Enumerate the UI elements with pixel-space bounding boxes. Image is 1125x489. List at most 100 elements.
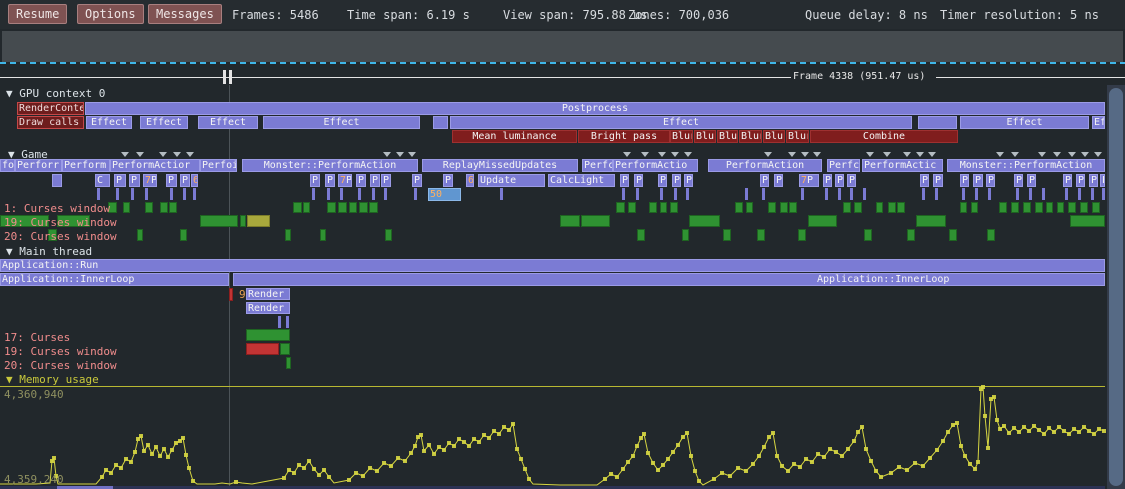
collapsed-zones-marker[interactable] [623,152,631,157]
zone-box[interactable] [660,202,667,213]
collapsed-zones-marker[interactable] [1011,152,1019,157]
section-header-memory-usage[interactable]: ▼ Memory usage [6,373,99,386]
zone-performactio[interactable]: PerformActio [613,159,698,172]
zone-p[interactable]: P [973,174,983,187]
zone-box[interactable] [338,202,347,213]
zone-p[interactable]: P [356,174,366,187]
zone-p[interactable]: P [381,174,391,187]
zone-box[interactable] [757,229,765,241]
zone-effect[interactable]: Effect [450,116,912,129]
collapsed-zones-marker[interactable] [671,152,679,157]
zone-unnamed[interactable] [918,116,957,129]
zone-p[interactable]: P [1089,174,1098,187]
zone-box[interactable] [359,202,368,213]
zone-performactic[interactable]: PerformActic [862,159,943,172]
zone-renderconte[interactable]: RenderConte [17,102,84,115]
zone-tick[interactable] [97,188,100,200]
zone-blur[interactable]: Blur [739,130,762,143]
zone-unnamed[interactable] [433,116,448,129]
zone-application-innerloop[interactable]: Application::InnerLoop [0,273,229,286]
zone-tick[interactable] [660,188,663,200]
collapsed-zones-marker[interactable] [121,152,129,157]
zone-monster-performaction[interactable]: Monster::PerformAction [242,159,418,172]
collapsed-zones-marker[interactable] [173,152,181,157]
zone-p[interactable]: P [180,174,190,187]
zone-box[interactable] [240,215,246,227]
zone-box[interactable] [145,202,153,213]
zone-application-run[interactable]: Application::Run [0,259,1105,272]
zone-perfoi[interactable]: Perfoi [200,159,237,172]
zone-p[interactable]: P [114,174,126,187]
zone-box[interactable] [293,202,302,213]
zone-tick[interactable] [327,188,330,200]
zone-tick[interactable] [500,188,503,200]
zone-p[interactable]: P [1100,174,1105,187]
zone-box[interactable] [286,357,291,369]
zone-box[interactable] [229,288,233,301]
zone-box[interactable] [160,202,168,213]
zone-p[interactable]: P [129,174,140,187]
zone-tick[interactable] [962,188,965,200]
zone-box[interactable] [560,215,580,227]
zone-tick[interactable] [183,188,186,200]
collapsed-zones-marker[interactable] [186,152,194,157]
zone-6unnamed[interactable]: 6 [191,174,198,187]
collapsed-zones-marker[interactable] [928,152,936,157]
zone-monster-performaction[interactable]: Monster::PerformAction [947,159,1105,172]
collapsed-zones-marker[interactable] [641,152,649,157]
zone-ef[interactable]: Ef [1092,116,1105,129]
zone-tick[interactable] [116,188,119,200]
zone-tick[interactable] [801,188,804,200]
zone-p[interactable]: P [1014,174,1023,187]
zone-box[interactable] [349,202,357,213]
zone-box[interactable] [907,229,915,241]
zone-p[interactable]: P [1027,174,1036,187]
zone-effect[interactable]: Effect [263,116,420,129]
zone-application-innerloop[interactable]: Application::InnerLoop [233,273,1105,286]
zone-tick[interactable] [988,188,991,200]
zone-tick[interactable] [674,188,677,200]
zone-p[interactable]: P [166,174,177,187]
zone-tick[interactable] [1042,188,1045,200]
zone-p[interactable]: P [1076,174,1085,187]
zone-fo[interactable]: fo [0,159,15,172]
zone-p[interactable]: P [774,174,783,187]
zone-tick[interactable] [1065,188,1068,200]
zone-tick[interactable] [825,188,828,200]
zone-tick[interactable] [838,188,841,200]
zone-combine[interactable]: Combine [810,130,958,143]
zone-p[interactable]: P [933,174,943,187]
collapsed-zones-marker[interactable] [658,152,666,157]
zone-p[interactable]: P [634,174,643,187]
zone-tick[interactable] [145,188,148,200]
zone-perfc[interactable]: Perfc [582,159,613,172]
frames-overview[interactable] [2,31,1123,62]
zone-box[interactable] [48,229,57,241]
zone-box[interactable] [682,229,689,241]
zone-box[interactable] [798,229,806,241]
zone-box[interactable] [843,202,851,213]
zone-7p[interactable]: 7P [143,174,157,187]
zone-box[interactable] [180,229,187,241]
zone-unnamed[interactable] [52,174,62,187]
zone-perform[interactable]: Perform [62,159,110,172]
zone-p[interactable]: P [370,174,380,187]
zone-box[interactable] [1035,202,1043,213]
zone-tick[interactable] [384,188,387,200]
zone-box[interactable] [200,215,238,227]
zone-tick[interactable] [850,188,853,200]
zone-box[interactable] [581,215,610,227]
zone-tick[interactable] [193,188,196,200]
zone-blu[interactable]: Blu [763,130,785,143]
zone-p[interactable]: P [325,174,335,187]
collapsed-zones-marker[interactable] [136,152,144,157]
zone-c[interactable]: C [95,174,110,187]
zone-performactior[interactable]: PerformActior [110,159,200,172]
zone-box[interactable] [888,202,896,213]
zone-update[interactable]: Update [478,174,545,187]
zone-perfc[interactable]: Perfc [827,159,860,172]
zone-box[interactable] [854,202,862,213]
collapsed-zones-marker[interactable] [1038,152,1046,157]
zone-box[interactable] [616,202,625,213]
zone-blur[interactable]: Blur [717,130,738,143]
